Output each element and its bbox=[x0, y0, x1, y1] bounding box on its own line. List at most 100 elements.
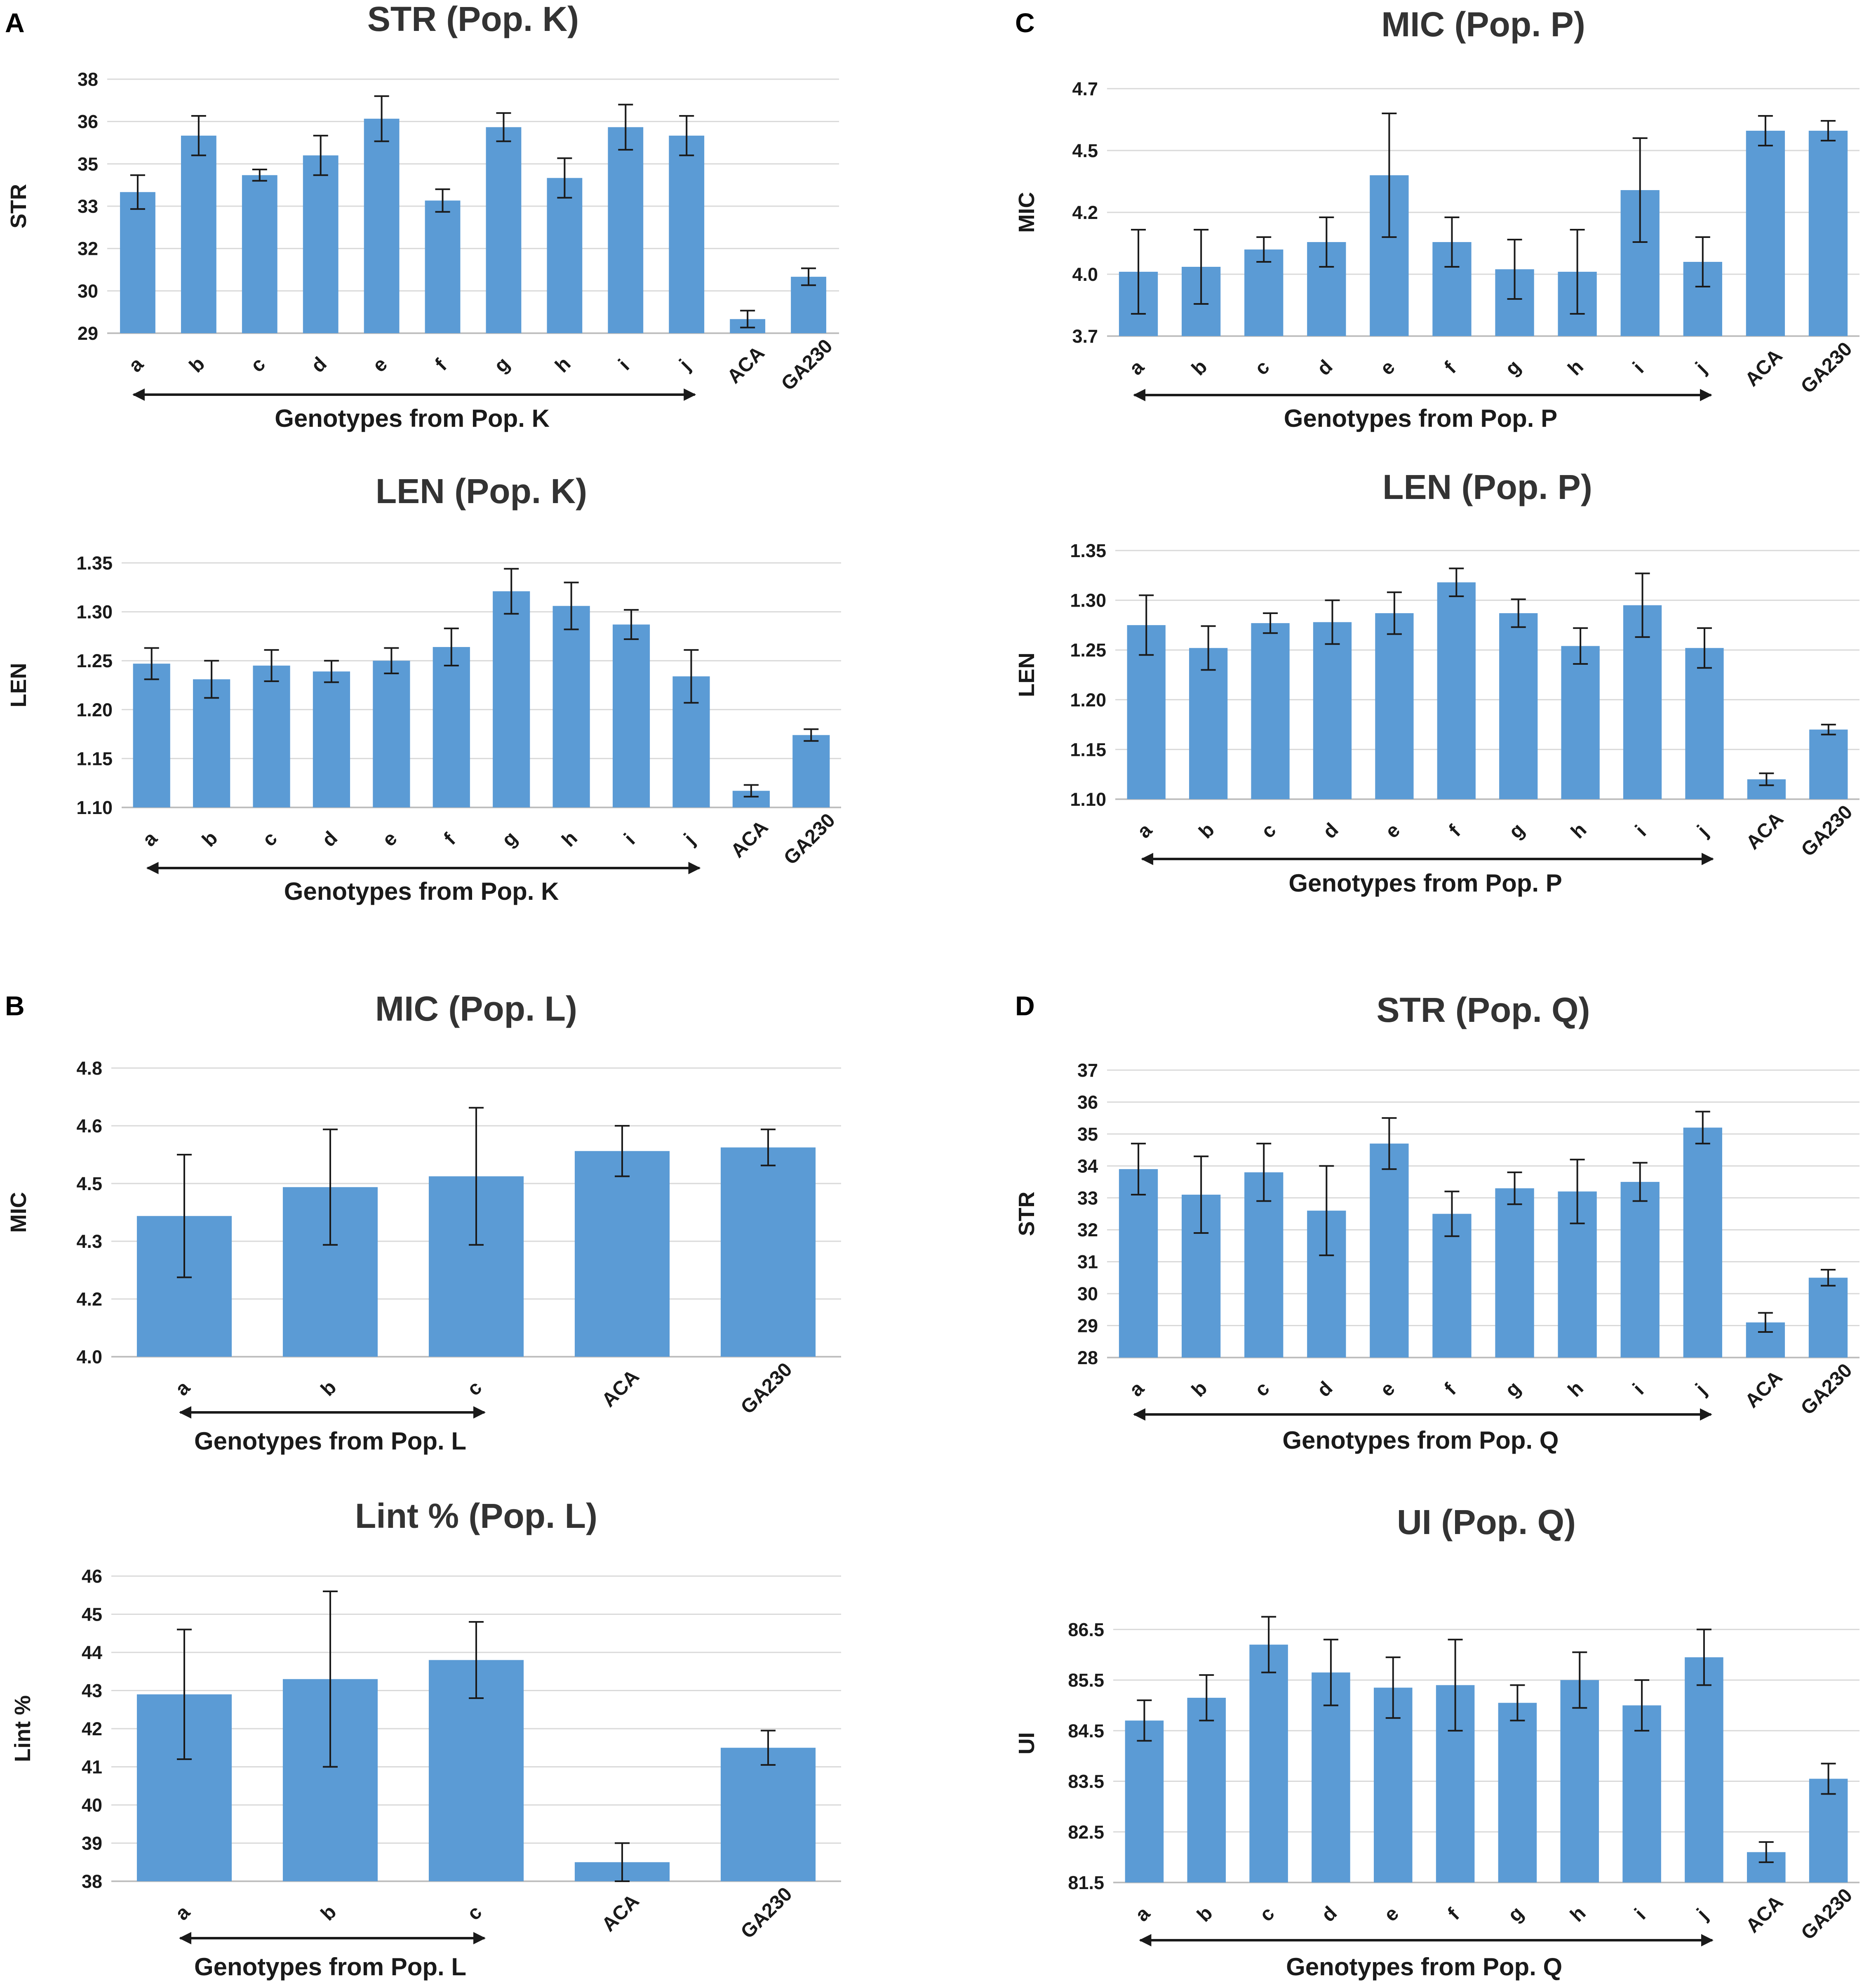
x-category-label: j bbox=[1693, 1905, 1712, 1925]
x-category-label: c bbox=[1257, 819, 1280, 842]
y-axis-label: MIC bbox=[6, 1192, 31, 1233]
bar-e bbox=[364, 118, 400, 333]
chart-title: UI (Pop. Q) bbox=[1397, 1503, 1576, 1541]
x-category-label: g bbox=[1505, 819, 1529, 843]
chart-title: MIC (Pop. P) bbox=[1381, 5, 1585, 44]
y-tick-label: 85.5 bbox=[1068, 1670, 1104, 1691]
bar-ga230 bbox=[720, 1147, 816, 1357]
bar-g bbox=[493, 591, 530, 807]
y-tick-label: 32 bbox=[78, 238, 98, 259]
bar-g bbox=[1495, 1188, 1534, 1358]
bar-h bbox=[1560, 1680, 1599, 1882]
bar-ga230 bbox=[1808, 1278, 1848, 1358]
x-category-label: ACA bbox=[723, 342, 769, 388]
bar-a bbox=[1119, 1169, 1158, 1358]
y-tick-label: 29 bbox=[1077, 1315, 1098, 1337]
bar-ga230 bbox=[720, 1748, 816, 1881]
bar-a bbox=[1125, 1720, 1164, 1882]
y-tick-label: 28 bbox=[1077, 1347, 1098, 1368]
bar-c bbox=[253, 666, 290, 807]
y-axis-label: UI bbox=[1014, 1732, 1039, 1755]
y-tick-label: 4.2 bbox=[76, 1289, 102, 1310]
bar-f bbox=[1432, 1214, 1472, 1358]
x-category-label: GA230 bbox=[1797, 1359, 1857, 1419]
chart-mic-pop-p: MIC (Pop. P) 3.7 4.0 4.2 4.5 4.7 MIC a b c d e f g h i j… bbox=[1014, 5, 1860, 432]
y-axis-label: STR bbox=[6, 184, 31, 228]
x-category-label: c bbox=[1251, 1378, 1274, 1401]
bar-f bbox=[433, 647, 470, 807]
x-category-label: g bbox=[498, 827, 522, 851]
y-tick-label: 29 bbox=[78, 323, 98, 344]
y-tick-label: 40 bbox=[82, 1795, 102, 1816]
x-category-label: b bbox=[1193, 1902, 1217, 1926]
x-category-label: d bbox=[1313, 1377, 1337, 1401]
x-category-label: ACA bbox=[1742, 808, 1788, 854]
x-category-label: ACA bbox=[726, 816, 772, 862]
bar-aca bbox=[1746, 131, 1785, 336]
x-category-label: ACA bbox=[1741, 345, 1787, 391]
bar-ga230 bbox=[1809, 729, 1848, 799]
y-tick-label: 38 bbox=[78, 69, 98, 90]
x-category-label: GA230 bbox=[737, 1883, 797, 1943]
y-tick-label: 31 bbox=[1077, 1252, 1098, 1273]
chart-title: LEN (Pop. K) bbox=[376, 472, 587, 511]
x-category-label: i bbox=[1631, 1905, 1650, 1924]
y-tick-label: 38 bbox=[82, 1871, 102, 1892]
x-category-label: GA230 bbox=[1797, 801, 1857, 861]
x-category-label: b bbox=[185, 353, 209, 377]
bar-f bbox=[425, 200, 461, 333]
chart-title: Lint % (Pop. L) bbox=[355, 1497, 597, 1535]
x-category-label: GA230 bbox=[737, 1358, 797, 1418]
x-group-label: Genotypes from Pop. P bbox=[1288, 869, 1562, 897]
y-tick-label: 30 bbox=[1077, 1283, 1098, 1304]
y-axis-label: LEN bbox=[6, 663, 31, 708]
panel-letter-d: D bbox=[1015, 991, 1035, 1021]
y-tick-label: 37 bbox=[1077, 1060, 1098, 1081]
x-category-label: h bbox=[551, 353, 575, 377]
chart-title: MIC (Pop. L) bbox=[375, 989, 577, 1028]
chart-title: STR (Pop. K) bbox=[367, 0, 579, 38]
y-tick-label: 1.35 bbox=[76, 553, 113, 574]
bar-j bbox=[1683, 1127, 1722, 1358]
bar-i bbox=[1622, 1705, 1661, 1882]
bar-h bbox=[547, 178, 583, 333]
x-category-label: j bbox=[1691, 358, 1711, 378]
x-category-label: b bbox=[198, 827, 222, 851]
x-category-label: GA230 bbox=[1797, 338, 1857, 398]
chart-ui-pop-q: UI (Pop. Q) 81.5 82.5 83.5 84.5 85.5 86.5 UI a b c… bbox=[1014, 1503, 1860, 1981]
bar-ga230 bbox=[1809, 1779, 1848, 1882]
y-tick-label: 36 bbox=[78, 111, 98, 132]
x-group-label: Genotypes from Pop. K bbox=[275, 405, 550, 432]
x-category-label: c bbox=[463, 1901, 486, 1925]
chart-title: LEN (Pop. P) bbox=[1382, 468, 1592, 506]
x-category-label: a bbox=[1125, 356, 1149, 380]
bar-e bbox=[1373, 1687, 1413, 1882]
y-tick-label: 4.5 bbox=[1072, 140, 1098, 161]
x-category-label: GA230 bbox=[777, 335, 837, 395]
y-tick-label: 86.5 bbox=[1068, 1619, 1104, 1640]
x-category-label: d bbox=[318, 827, 342, 851]
y-tick-label: 1.15 bbox=[76, 748, 113, 769]
chart-lint-pop-l: Lint % (Pop. L) 38 39 40 41 42 43 44 45 46 Lint % a… bbox=[10, 1497, 841, 1981]
x-category-label: f bbox=[1443, 1904, 1464, 1924]
bar-d bbox=[313, 671, 350, 807]
x-category-label: h bbox=[1564, 356, 1588, 380]
x-category-label: a bbox=[1133, 819, 1157, 843]
y-tick-label: 1.10 bbox=[76, 797, 113, 818]
x-group-label: Genotypes from Pop. L bbox=[194, 1427, 466, 1455]
x-category-label: a bbox=[1125, 1378, 1149, 1401]
x-category-label: j bbox=[679, 830, 699, 849]
bar-f bbox=[1437, 582, 1476, 799]
chart-title: STR (Pop. Q) bbox=[1377, 991, 1590, 1029]
y-tick-label: 4.0 bbox=[76, 1346, 102, 1367]
bar-d bbox=[1312, 1672, 1350, 1882]
x-category-label: b bbox=[1187, 356, 1211, 380]
x-category-label: c bbox=[1251, 356, 1274, 379]
x-category-label: h bbox=[1564, 1377, 1588, 1401]
y-axis-label: LEN bbox=[1014, 653, 1039, 697]
x-category-label: a bbox=[139, 828, 162, 851]
x-category-label: i bbox=[1631, 821, 1650, 841]
chart-mic-pop-l: MIC (Pop. L) 4.0 4.2 4.3 4.5 4.6 4.8 MIC a b c ACA G… bbox=[6, 989, 841, 1455]
